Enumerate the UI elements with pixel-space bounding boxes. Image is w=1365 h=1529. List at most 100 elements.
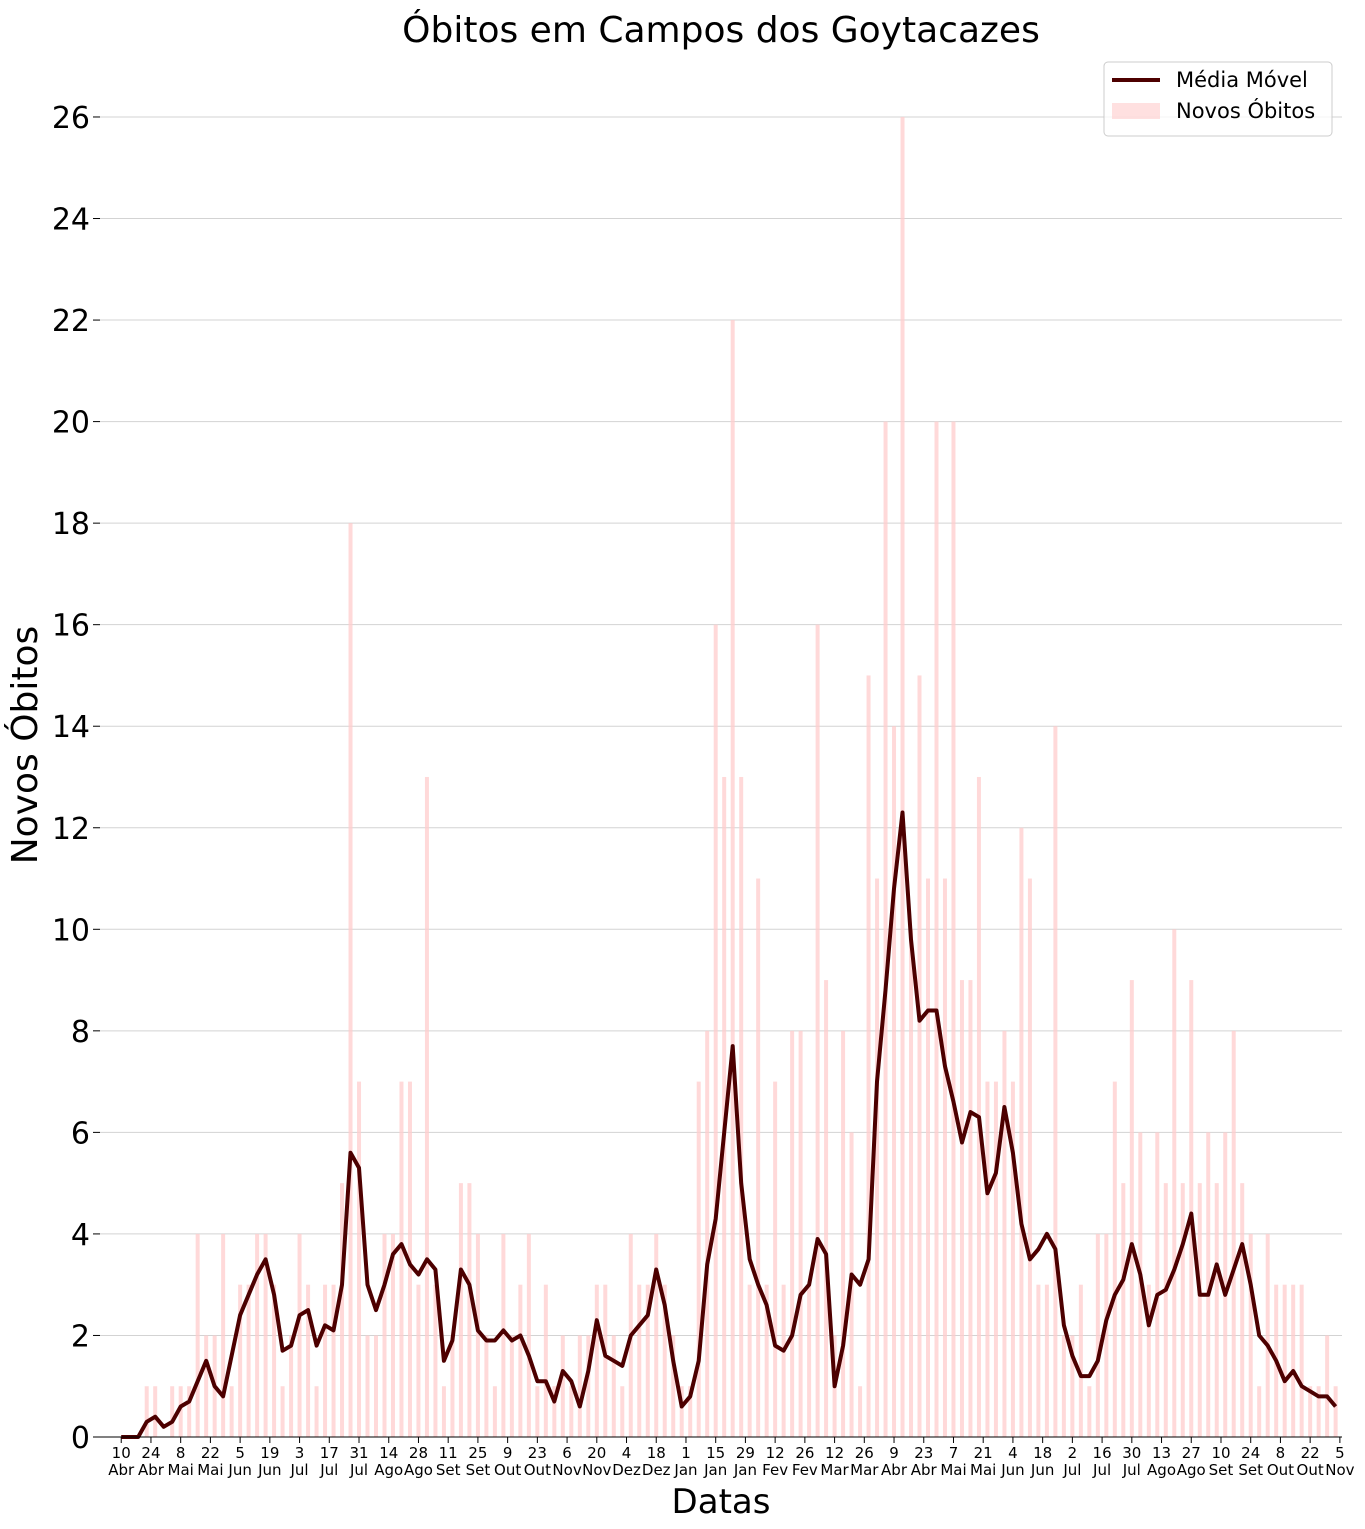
- bar: [560, 1335, 565, 1437]
- x-tick-label: 31 Jul: [349, 1444, 369, 1479]
- x-tick-label: 29 Jan: [733, 1444, 757, 1479]
- bar: [509, 1335, 514, 1437]
- bar: [1078, 1284, 1083, 1437]
- x-tick-label: 26 Fev: [792, 1444, 818, 1479]
- x-tick-label: 23 Abr: [911, 1444, 938, 1479]
- bar: [1299, 1284, 1304, 1437]
- x-tick-label: 19 Jun: [257, 1444, 281, 1479]
- bar: [807, 1284, 812, 1437]
- bar: [518, 1284, 523, 1437]
- bar: [917, 675, 922, 1437]
- bar: [926, 878, 930, 1437]
- y-tick-label: 14: [52, 710, 90, 745]
- x-tick-label: 7 Mai: [940, 1444, 966, 1479]
- bar: [739, 776, 744, 1437]
- bar: [475, 1233, 480, 1437]
- bar: [1333, 1386, 1338, 1437]
- bar: [178, 1386, 183, 1437]
- bar: [662, 1284, 667, 1437]
- x-tick-label: 23 Out: [524, 1444, 551, 1479]
- bar: [357, 1081, 362, 1437]
- x-axis-label: Datas: [672, 1482, 771, 1522]
- bar: [586, 1335, 591, 1437]
- bar: [153, 1386, 158, 1437]
- bar: [1112, 1081, 1117, 1437]
- line: [121, 810, 1338, 1439]
- bar: [1146, 1284, 1151, 1437]
- bar: [246, 1284, 251, 1437]
- bar: [1002, 1030, 1007, 1437]
- bar: [1036, 1284, 1041, 1437]
- y-tick-label: 4: [71, 1218, 90, 1253]
- bar: [424, 776, 429, 1437]
- x-tick-label: 24 Set: [1238, 1444, 1263, 1479]
- bar: [679, 1386, 684, 1437]
- x-tick-label: 3 Jul: [290, 1444, 309, 1479]
- x-tick-label: 25 Set: [466, 1444, 491, 1479]
- bar: [170, 1386, 175, 1437]
- x-tick-label: 9 Out: [494, 1444, 521, 1479]
- x-tick-label: 12 Mar: [820, 1444, 849, 1479]
- x-tick-label: 1 Jan: [673, 1444, 697, 1479]
- y-tick-label: 2: [71, 1319, 90, 1354]
- bar: [790, 1030, 795, 1437]
- bar: [1325, 1335, 1330, 1437]
- y-tick-label: 20: [52, 406, 90, 441]
- bar: [968, 980, 973, 1437]
- bar: [645, 1284, 650, 1437]
- x-tick-label: 30 Jul: [1122, 1444, 1142, 1479]
- bar: [221, 1233, 226, 1437]
- x-tick-label: 21 Mai: [970, 1444, 996, 1479]
- bar: [255, 1233, 260, 1437]
- bar: [841, 1030, 846, 1437]
- y-tick-label: 18: [52, 507, 90, 542]
- x-tick-label: 8 Mai: [168, 1444, 194, 1479]
- bar: [1240, 1183, 1245, 1437]
- bar: [713, 624, 718, 1437]
- bar: [1129, 980, 1134, 1437]
- bar: [976, 776, 981, 1437]
- x-tick-label: 14 Ago: [374, 1444, 403, 1479]
- x-tick-label: 20 Nov: [582, 1444, 611, 1479]
- bar: [238, 1284, 243, 1437]
- bar: [1282, 1284, 1287, 1437]
- x-tick-label: 10 Abr: [108, 1444, 135, 1479]
- bar: [323, 1284, 328, 1437]
- bar: [1095, 1233, 1100, 1437]
- bar: [722, 776, 727, 1437]
- legend-swatch: [1112, 103, 1160, 119]
- bar: [1231, 1030, 1236, 1437]
- bar: [1257, 1386, 1262, 1437]
- bar: [654, 1233, 659, 1437]
- x-tick-label: 27 Ago: [1177, 1444, 1206, 1479]
- x-tick-label: 4 Dez: [612, 1444, 641, 1479]
- bar: [535, 1386, 540, 1437]
- bar: [441, 1386, 446, 1437]
- x-tick-label: 26 Mar: [850, 1444, 879, 1479]
- y-tick-label: 0: [71, 1421, 90, 1456]
- bar: [1053, 726, 1058, 1437]
- bar: [603, 1284, 608, 1437]
- y-tick-label: 10: [52, 913, 90, 948]
- bar: [1316, 1386, 1321, 1437]
- bar: [942, 878, 947, 1437]
- y-tick-label: 22: [52, 304, 90, 339]
- bar: [1291, 1284, 1296, 1437]
- bar: [331, 1284, 336, 1437]
- bar: [824, 980, 829, 1437]
- bar: [866, 675, 871, 1437]
- bar: [620, 1386, 625, 1437]
- bar: [365, 1335, 370, 1437]
- legend-box: [1103, 61, 1333, 137]
- chart-title: Óbitos em Campos dos Goytacazes: [402, 9, 1040, 51]
- x-tick-label: 2 Jul: [1062, 1444, 1081, 1479]
- bar: [187, 1386, 192, 1437]
- bar: [756, 878, 761, 1437]
- bar: [263, 1233, 268, 1437]
- bar: [1104, 1233, 1109, 1437]
- bar: [374, 1335, 378, 1437]
- bar: [280, 1386, 285, 1437]
- y-tick-label: 26: [52, 101, 90, 136]
- bar: [858, 1386, 863, 1437]
- bar: [773, 1081, 778, 1437]
